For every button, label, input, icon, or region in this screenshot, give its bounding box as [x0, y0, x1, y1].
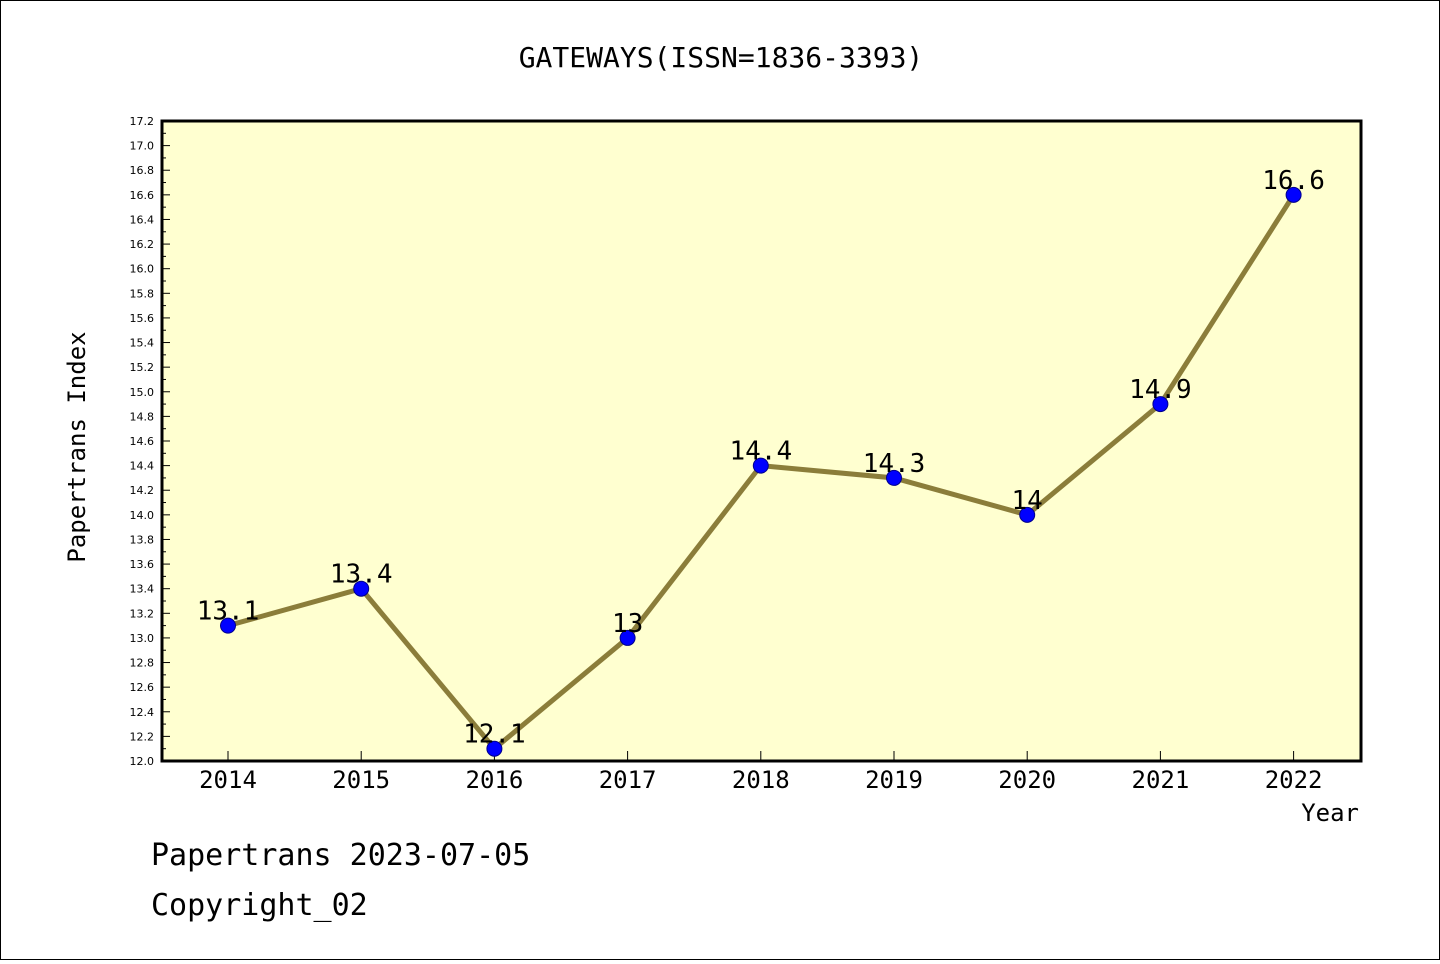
x-tick-label: 2015: [332, 766, 390, 794]
data-label-2016: 12.1: [463, 720, 526, 750]
footer-copyright: Copyright_02: [151, 888, 368, 923]
y-tick-label: 16.8: [130, 164, 155, 177]
y-tick-label: 13.2: [130, 607, 155, 620]
y-tick-label: 16.0: [130, 263, 155, 276]
data-label-2017: 13: [612, 609, 643, 639]
data-label-2019: 14.3: [863, 449, 926, 479]
y-axis-ticks: 12.0 12.2 12.4 12.6 12.8 13.0 13.2 13.4 13.6 13.8…: [130, 115, 170, 768]
y-tick-label: 15.4: [130, 337, 155, 350]
y-tick-label: 14.0: [130, 509, 155, 522]
x-tick-label: 2019: [865, 766, 923, 794]
data-point-2016: [486, 740, 503, 757]
y-tick-label: 15.6: [130, 312, 155, 325]
y-tick-label: 17.2: [130, 115, 155, 128]
data-point-2018: [752, 457, 769, 474]
x-tick-label: 2014: [199, 766, 257, 794]
x-tick-label: 2021: [1132, 766, 1190, 794]
y-tick-label: 12.0: [130, 755, 155, 768]
data-label-2021: 14.9: [1129, 375, 1192, 405]
y-tick-label: 13.6: [130, 558, 155, 571]
y-tick-label: 12.6: [130, 681, 155, 694]
y-tick-label: 15.2: [130, 361, 155, 374]
y-tick-label: 14.4: [130, 460, 155, 473]
y-tick-label: 14.8: [130, 410, 155, 423]
chart-title: GATEWAYS(ISSN=1836-3393): [519, 41, 924, 74]
data-point-2021: [1152, 396, 1169, 413]
data-label-2020: 14: [1012, 486, 1043, 516]
x-axis-ticks: 2014 2015 2016 2017 2018 2019 2020 2021 2022: [199, 751, 1322, 794]
y-tick-label: 12.2: [130, 730, 155, 743]
plot-area: [160, 119, 1363, 763]
x-tick-label: 2020: [998, 766, 1056, 794]
y-tick-label: 13.0: [130, 632, 155, 645]
y-tick-label: 17.0: [130, 140, 155, 153]
y-tick-label: 16.2: [130, 238, 155, 251]
y-tick-label: 14.2: [130, 484, 155, 497]
data-label-2022: 16.6: [1262, 166, 1325, 196]
x-tick-label: 2022: [1265, 766, 1323, 794]
footer-date: Papertrans 2023-07-05: [151, 838, 530, 873]
y-tick-label: 13.8: [130, 533, 155, 546]
data-point-2017: [619, 629, 636, 646]
x-axis-label: Year: [1301, 799, 1359, 827]
y-tick-label: 16.6: [130, 189, 155, 202]
data-point-2015: [353, 580, 370, 597]
y-tick-label: 12.8: [130, 657, 155, 670]
series-group: [220, 186, 1302, 757]
data-point-2020: [1019, 506, 1036, 523]
data-point-2014: [220, 617, 236, 634]
y-tick-label: 12.4: [130, 706, 155, 719]
data-labels-group: 13.1 13.4 12.1 13 14.4 14.3 14 14.9 16.6: [197, 166, 1325, 750]
y-axis-label: Papertrans Index: [63, 331, 91, 562]
y-tick-label: 15.0: [130, 386, 155, 399]
data-point-2022: [1285, 186, 1302, 203]
data-point-2019: [886, 469, 902, 486]
data-label-2018: 14.4: [729, 437, 792, 467]
y-tick-label: 16.4: [130, 213, 155, 226]
y-tick-label: 13.4: [130, 583, 155, 596]
x-tick-label: 2018: [732, 766, 790, 794]
x-tick-label: 2016: [466, 766, 524, 794]
y-tick-label: 14.6: [130, 435, 155, 448]
x-tick-label: 2017: [599, 766, 657, 794]
data-label-2014: 13.1: [197, 597, 260, 627]
data-label-2015: 13.4: [330, 560, 393, 590]
y-tick-label: 15.8: [130, 287, 155, 300]
